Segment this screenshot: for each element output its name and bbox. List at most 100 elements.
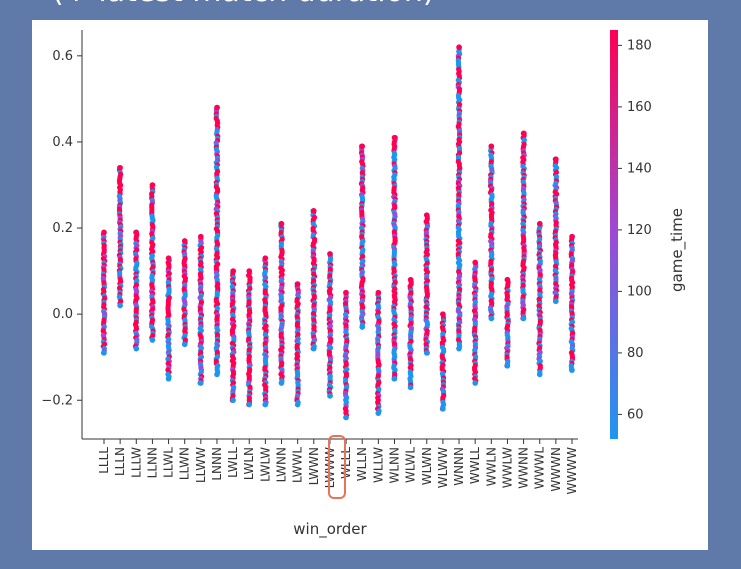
data-point <box>165 375 172 382</box>
data-point <box>488 143 495 150</box>
strip-llwl <box>165 255 172 382</box>
x-tick-label: LNNN <box>210 447 224 481</box>
data-point <box>214 104 220 111</box>
colorbar-ticks: 60 80 100 120 140 160 180 <box>618 38 652 422</box>
chart-panel: −0.2 0.0 0.2 0.4 0.6 LLLL LLLN LLLW LLNN LLWL LLW… <box>32 20 708 550</box>
data-point <box>294 281 301 287</box>
data-point <box>181 238 188 244</box>
x-tick-label: LLWN <box>178 447 192 480</box>
strip-wwll <box>471 259 479 386</box>
data-point <box>520 130 527 137</box>
data-point <box>198 233 204 240</box>
data-point <box>262 255 269 261</box>
x-axis-label: win_order <box>293 520 367 539</box>
data-point <box>504 363 511 369</box>
data-point <box>149 182 156 188</box>
x-tick-label: WLNN <box>387 447 401 484</box>
data-point <box>230 397 236 404</box>
y-tick-label: 0.2 <box>52 221 73 236</box>
data-point <box>472 380 478 386</box>
data-point <box>165 255 172 261</box>
strip-lwll <box>229 268 237 404</box>
x-tick-label: WWWL <box>533 447 547 490</box>
data-point <box>198 380 204 386</box>
x-tick-label: WWWN <box>549 447 563 492</box>
data-point <box>407 276 414 283</box>
data-point <box>101 350 107 356</box>
strip-wlln <box>358 143 366 330</box>
x-tick-label: WWLL <box>468 447 482 484</box>
x-tick-label: WLLL <box>339 447 353 479</box>
x-tick-label: WLLN <box>355 447 369 481</box>
data-point <box>423 212 430 218</box>
data-point <box>536 371 543 378</box>
x-tick-label: LWLW <box>258 447 272 482</box>
x-tick-label: WLWL <box>404 447 418 483</box>
colorbar-label: game_time <box>668 208 687 292</box>
strip-wlww <box>439 311 447 412</box>
data-point <box>440 406 446 412</box>
colorbar-tick-label: 180 <box>627 38 652 53</box>
strip-wnnn <box>455 44 463 352</box>
x-tick-label: WLWN <box>420 447 434 485</box>
data-point <box>359 324 366 330</box>
data-point <box>456 345 462 352</box>
x-tick-label: LWWN <box>307 447 321 485</box>
x-tick-label: LWNN <box>275 447 289 482</box>
colorbar-tick-label: 160 <box>627 100 652 115</box>
data-point <box>553 298 559 305</box>
y-tick-label: 0.0 <box>52 307 73 322</box>
data-point <box>117 302 123 309</box>
data-point <box>504 276 511 283</box>
data-point <box>343 289 349 296</box>
data-point <box>149 337 156 343</box>
x-tick-label: WWLN <box>484 447 498 486</box>
data-point <box>214 371 220 378</box>
data-point <box>133 345 140 352</box>
x-tick-label: WLWW <box>436 447 450 488</box>
data-point <box>375 289 382 296</box>
x-tick-label: WNNN <box>452 447 466 486</box>
scatter-chart: −0.20.00.20.40.6 LLLL LLLN LLLW LLNN LLWL LLW… <box>41 30 687 539</box>
strip-lwwn <box>310 208 318 352</box>
x-tick-label: LWWL <box>291 447 305 483</box>
data-point <box>327 393 333 399</box>
data-point <box>133 229 140 236</box>
strip-wlll <box>342 289 350 421</box>
strip-lwlw <box>262 255 269 408</box>
x-tick-label: WWWW <box>565 447 579 495</box>
colorbar-tick-label: 120 <box>627 223 652 238</box>
strip-wllw <box>374 289 382 416</box>
strip-wlwl <box>407 276 414 391</box>
data-point <box>569 233 575 240</box>
data-point <box>536 220 543 227</box>
x-tick-label: LLNN <box>145 447 159 478</box>
data-point <box>181 341 188 348</box>
data-point <box>294 401 301 408</box>
colorbar-tick-label: 100 <box>627 284 652 299</box>
strip-llln <box>116 164 124 309</box>
strip-wlnn <box>391 134 398 382</box>
strip-wlwn <box>423 212 431 356</box>
y-axis-ticks: −0.2 0.0 0.2 0.4 0.6 <box>41 49 82 408</box>
x-tick-label: LLLW <box>129 447 143 478</box>
x-tick-label: WWLW <box>500 447 514 488</box>
strip-wwww <box>568 233 576 373</box>
strip-wwlw <box>504 276 511 369</box>
data-point <box>553 156 559 162</box>
data-point <box>310 208 317 214</box>
colorbar-tick-label: 60 <box>627 407 644 422</box>
data-point <box>407 384 414 391</box>
data-point <box>117 164 123 171</box>
data-point <box>246 401 253 408</box>
data-point <box>101 229 107 236</box>
data-point <box>327 251 333 257</box>
y-tick-label: −0.2 <box>41 393 73 408</box>
x-tick-label: WLLW <box>371 447 385 483</box>
x-tick-label: LLLN <box>113 447 127 476</box>
slide-heading: (+ latest match duration) <box>52 0 435 9</box>
strip-lwwl <box>294 281 301 408</box>
strip-wwwn <box>552 156 560 305</box>
strip-wwnn <box>520 130 527 322</box>
data-point <box>262 401 269 408</box>
